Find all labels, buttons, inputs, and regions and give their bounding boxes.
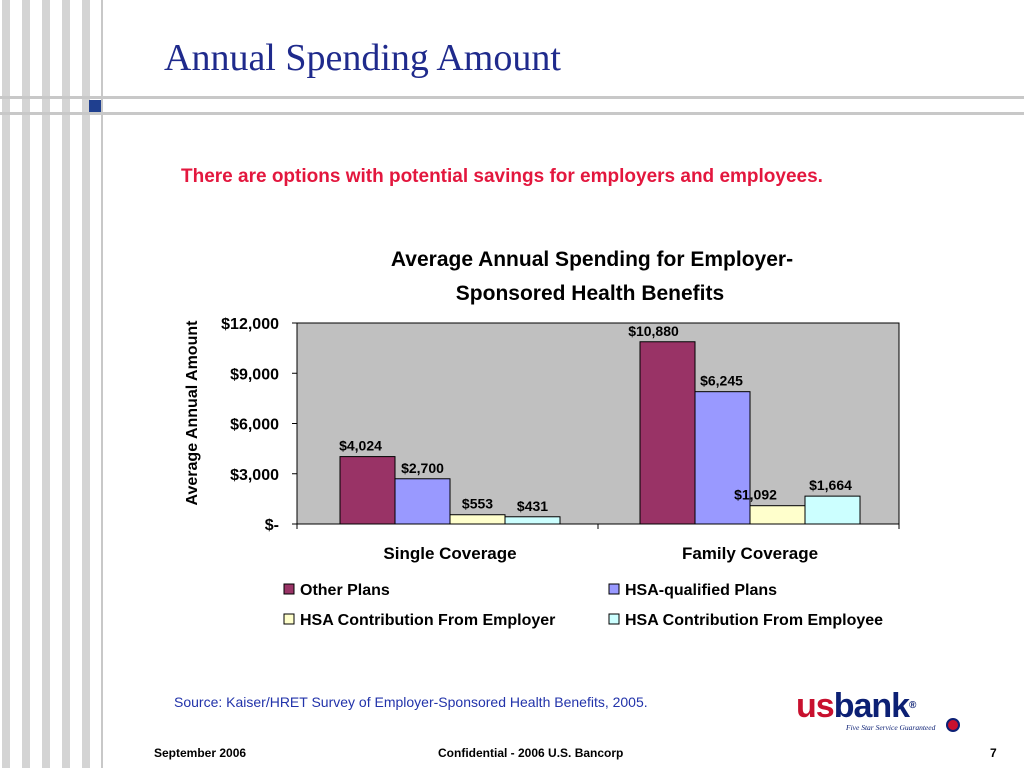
bar-value-label: $4,024 bbox=[339, 438, 382, 454]
logo-wordmark: usbank® bbox=[796, 687, 916, 725]
left-stripe bbox=[101, 0, 103, 768]
bar-value-label: $2,700 bbox=[401, 460, 444, 476]
bar bbox=[394, 478, 451, 525]
legend-entry: Other Plans bbox=[300, 582, 390, 599]
page-number: 7 bbox=[990, 746, 997, 760]
chart-title-line-1: Average Annual Spending for Employer- bbox=[391, 248, 793, 271]
logo-registered: ® bbox=[909, 700, 916, 711]
bar bbox=[694, 391, 751, 525]
bar-value-label: $431 bbox=[517, 498, 548, 514]
legend-entry: HSA-qualified Plans bbox=[625, 582, 777, 599]
y-tick-label: $3,000 bbox=[230, 467, 279, 484]
y-tick-label: $12,000 bbox=[221, 316, 279, 333]
legend-entry: HSA Contribution From Employer bbox=[300, 612, 555, 629]
y-tick-label: $- bbox=[265, 517, 279, 534]
title-bullet bbox=[89, 100, 101, 112]
footer-confidential: Confidential - 2006 U.S. Bancorp bbox=[438, 746, 624, 760]
legend-swatch bbox=[283, 583, 295, 595]
legend-swatch bbox=[283, 613, 295, 625]
left-stripe bbox=[22, 0, 30, 768]
bar-value-label: $1,664 bbox=[809, 477, 852, 493]
usbank-logo: usbank® Five Star Service Guaranteed bbox=[796, 687, 966, 737]
bar bbox=[749, 505, 806, 525]
left-stripe bbox=[82, 0, 90, 768]
footer-date: September 2006 bbox=[154, 746, 247, 760]
bar-value-label: $1,092 bbox=[734, 487, 777, 503]
left-stripe bbox=[62, 0, 70, 768]
five-star-badge-icon bbox=[946, 718, 960, 732]
logo-us: us bbox=[796, 687, 835, 725]
header-rule bbox=[0, 112, 1024, 115]
bar bbox=[639, 341, 696, 525]
bar-value-label: $10,880 bbox=[628, 323, 679, 339]
y-axis-label: Average Annual Amount bbox=[184, 320, 201, 506]
x-category-label: Family Coverage bbox=[682, 544, 818, 563]
bar-value-label: $553 bbox=[462, 496, 493, 512]
chart-title-line-2: Sponsored Health Benefits bbox=[456, 282, 724, 305]
left-stripe bbox=[2, 0, 10, 768]
legend-swatch bbox=[608, 583, 620, 595]
source-note: Source: Kaiser/HRET Survey of Employer-S… bbox=[174, 694, 648, 710]
y-tick-label: $6,000 bbox=[230, 417, 279, 434]
bar-value-label: $6,245 bbox=[700, 373, 743, 389]
bar bbox=[449, 514, 506, 525]
page-title: Annual Spending Amount bbox=[164, 37, 561, 79]
header-rule bbox=[0, 96, 1024, 99]
logo-bank: bank bbox=[833, 687, 910, 725]
slide-subtitle: There are options with potential savings… bbox=[181, 166, 823, 187]
logo-tagline: Five Star Service Guaranteed bbox=[846, 723, 936, 732]
x-category-label: Single Coverage bbox=[383, 544, 516, 563]
left-stripe bbox=[42, 0, 50, 768]
bar bbox=[504, 516, 561, 525]
legend-swatch bbox=[608, 613, 620, 625]
y-tick-label: $9,000 bbox=[230, 366, 279, 383]
bar bbox=[339, 456, 396, 525]
bar bbox=[804, 495, 861, 525]
legend-entry: HSA Contribution From Employee bbox=[625, 612, 883, 629]
